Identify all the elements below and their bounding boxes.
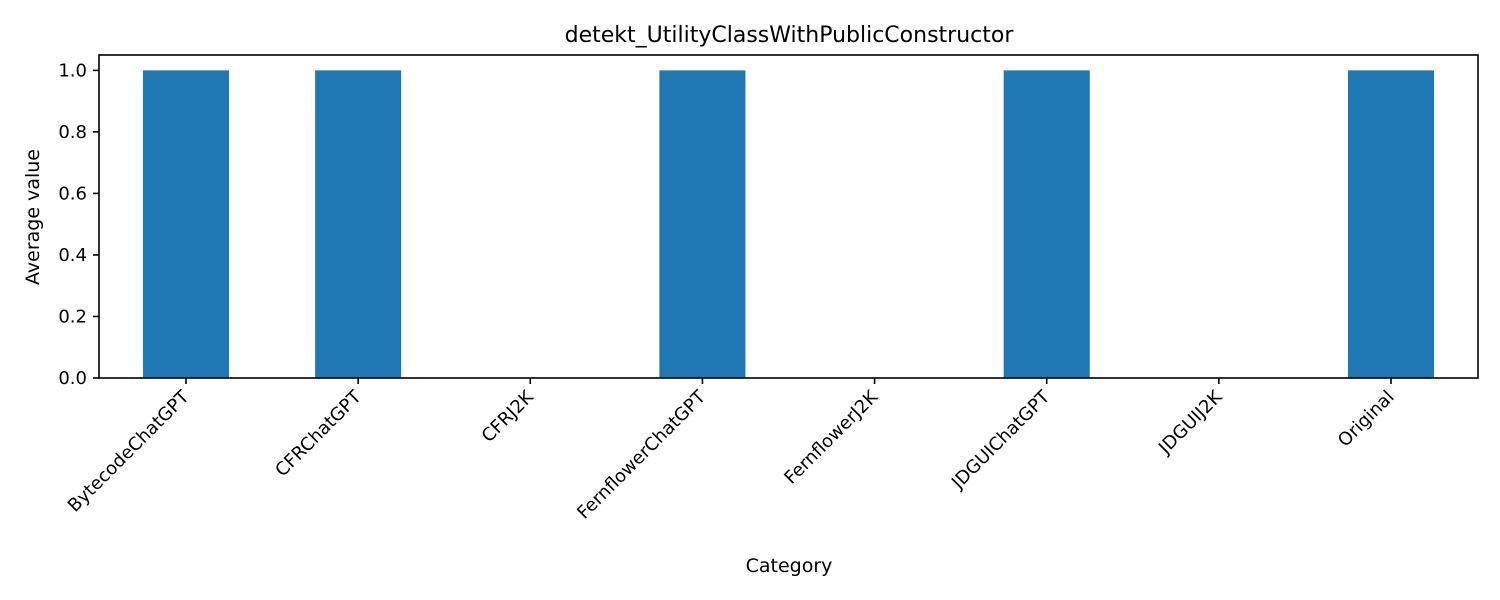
- chart-title: detekt_UtilityClassWithPublicConstructor: [565, 23, 1015, 48]
- y-axis: 0.0 0.2 0.4 0.6 0.8 1.0: [58, 60, 99, 389]
- x-tick-label: Original: [1334, 387, 1399, 452]
- y-tick-label: 0.2: [58, 306, 87, 327]
- bar-bytecodechatgpt: [142, 70, 230, 378]
- x-axis: BytecodeChatGPT CFRChatGPT CFRJ2K Fernflowe…: [64, 378, 1399, 523]
- x-tick-label: FernflowerJ2K: [780, 386, 883, 489]
- x-tick-label: CFRChatGPT: [271, 386, 366, 481]
- bar-jdguichatgpt: [1003, 70, 1090, 378]
- x-tick-label: BytecodeChatGPT: [64, 386, 194, 516]
- x-tick-label: FernflowerChatGPT: [573, 386, 710, 523]
- y-tick-label: 0.6: [58, 183, 87, 204]
- y-tick-label: 0.0: [58, 368, 87, 389]
- y-tick-label: 0.4: [58, 245, 87, 266]
- bar-fernflowerchatgpt: [659, 70, 746, 378]
- y-tick-label: 0.8: [58, 122, 87, 143]
- x-tick-label: JDGUIChatGPT: [947, 386, 1055, 494]
- x-tick-label: CFRJ2K: [478, 386, 539, 447]
- x-tick-label: JDGUIJ2K: [1154, 386, 1227, 459]
- bars-group: [142, 70, 1435, 378]
- y-tick-label: 1.0: [58, 60, 87, 81]
- y-axis-label: Average value: [22, 149, 44, 285]
- plot-frame: [98, 54, 1479, 379]
- bar-original: [1347, 70, 1435, 378]
- x-axis-label: Category: [746, 555, 833, 577]
- bar-cfrchatgpt: [315, 70, 402, 378]
